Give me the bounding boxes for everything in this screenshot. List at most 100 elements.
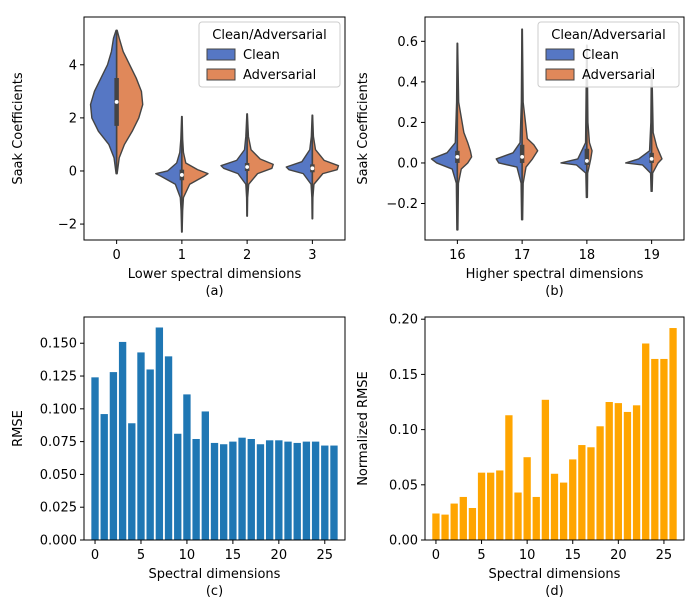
bar-13 bbox=[210, 442, 219, 540]
bar-5 bbox=[477, 472, 486, 540]
x-tick-label: 20 bbox=[610, 548, 627, 563]
legend-swatch-adversarial bbox=[545, 68, 575, 81]
bar-7 bbox=[496, 470, 504, 540]
violin-median bbox=[455, 154, 460, 159]
legend: Clean/Adversarial Clean Adversarial bbox=[537, 21, 680, 88]
bar-22 bbox=[632, 405, 641, 540]
bar-13 bbox=[550, 473, 559, 540]
x-tick-label: 10 bbox=[179, 548, 196, 563]
y-tick-label: −0.2 bbox=[386, 197, 418, 212]
legend-swatch-clean bbox=[545, 48, 575, 61]
violin-adversarial-0 bbox=[115, 29, 144, 175]
bar-4 bbox=[468, 507, 477, 540]
x-tick-label: 0 bbox=[432, 548, 440, 563]
bar-0 bbox=[91, 377, 99, 540]
bar-16 bbox=[238, 437, 246, 540]
x-tick-label: 15 bbox=[564, 548, 581, 563]
legend-swatch-adversarial bbox=[206, 68, 236, 81]
y-tick-label: 0.150 bbox=[40, 337, 77, 352]
y-tick-label: 2 bbox=[69, 111, 77, 126]
bar-24 bbox=[651, 358, 659, 540]
violin-median bbox=[245, 165, 250, 169]
bar-3 bbox=[459, 496, 467, 540]
bar-0 bbox=[432, 513, 440, 540]
bar-18 bbox=[596, 426, 604, 540]
bar-3 bbox=[118, 341, 127, 540]
x-axis-label: Spectral dimensions bbox=[489, 567, 621, 582]
y-tick-label: 0.2 bbox=[397, 116, 418, 131]
bar-8 bbox=[164, 356, 173, 540]
violin-adversarial-16 bbox=[456, 42, 473, 231]
y-tick-label: 4 bbox=[69, 58, 77, 73]
bar-14 bbox=[559, 482, 568, 540]
y-tick-label: 0.000 bbox=[40, 534, 77, 549]
y-tick-label: 0.10 bbox=[389, 423, 418, 438]
violin-adversarial-17 bbox=[521, 28, 539, 221]
legend-label: Clean bbox=[582, 48, 619, 63]
bar-6 bbox=[487, 472, 495, 540]
y-tick-label: 0.075 bbox=[40, 435, 77, 450]
x-tick-label: 25 bbox=[656, 548, 673, 563]
bar-22 bbox=[293, 442, 301, 540]
bar-21 bbox=[284, 441, 292, 540]
violin-median bbox=[114, 100, 119, 104]
bar-23 bbox=[642, 343, 650, 540]
violin-panel-lower: 0 1 2 3 −2 0 2 4 Lower spectral dimensions (a) Saa… bbox=[11, 16, 346, 299]
y-tick-label: −2 bbox=[58, 218, 77, 233]
violin-median bbox=[649, 157, 654, 161]
x-tick-label: 18 bbox=[579, 248, 596, 263]
bar-19 bbox=[265, 440, 274, 540]
bar-2 bbox=[450, 503, 458, 540]
y-tick-label: 0 bbox=[69, 164, 77, 179]
y-tick-label: 0.125 bbox=[40, 370, 77, 385]
bar-16 bbox=[578, 445, 586, 540]
bar-17 bbox=[587, 447, 595, 540]
y-tick-label: 0.05 bbox=[389, 478, 418, 493]
violin-median bbox=[520, 154, 525, 159]
axes-frame bbox=[83, 316, 346, 541]
y-tick-label: 0.00 bbox=[389, 534, 418, 549]
legend-label: Clean bbox=[243, 48, 280, 63]
bar-2 bbox=[109, 372, 118, 540]
bar-26 bbox=[330, 445, 338, 540]
x-tick-label: 20 bbox=[271, 548, 288, 563]
violin-median bbox=[584, 159, 589, 163]
y-tick-label: 0.6 bbox=[397, 35, 418, 50]
bar-17 bbox=[247, 438, 255, 540]
axes-frame bbox=[424, 316, 685, 541]
bar-11 bbox=[192, 438, 200, 540]
x-tick-label: 15 bbox=[225, 548, 242, 563]
bar-1 bbox=[441, 514, 449, 540]
legend-swatch-clean bbox=[206, 48, 236, 61]
bar-12 bbox=[201, 411, 209, 540]
x-axis-label: Lower spectral dimensions bbox=[128, 267, 302, 282]
x-tick-label: 16 bbox=[449, 248, 466, 263]
x-tick-label: 0 bbox=[91, 548, 99, 563]
x-axis-label: Higher spectral dimensions bbox=[466, 267, 644, 282]
x-tick-label: 0 bbox=[112, 248, 120, 263]
y-tick-label: 0.025 bbox=[40, 501, 77, 516]
x-tick-label: 10 bbox=[519, 548, 536, 563]
bar-21 bbox=[623, 411, 632, 540]
y-tick-label: 0.20 bbox=[389, 313, 418, 328]
bar-18 bbox=[256, 444, 265, 540]
legend: Clean/Adversarial Clean Adversarial bbox=[198, 21, 341, 88]
violin-panel-higher: 16 17 18 19 −0.2 0.0 0.2 0.4 0.6 Higher spectral … bbox=[356, 16, 685, 299]
violin-clean-0 bbox=[89, 29, 118, 175]
violin-median bbox=[179, 173, 184, 177]
bar-20 bbox=[614, 403, 622, 540]
bar-9 bbox=[514, 492, 522, 540]
bar-6 bbox=[146, 369, 154, 540]
bar-15 bbox=[569, 459, 577, 540]
x-tick-label: 25 bbox=[317, 548, 334, 563]
bar-19 bbox=[605, 402, 613, 540]
x-tick-label: 19 bbox=[643, 248, 660, 263]
bar-11 bbox=[532, 496, 540, 540]
x-tick-label: 5 bbox=[477, 548, 485, 563]
bar-14 bbox=[220, 444, 228, 540]
bar-15 bbox=[229, 441, 237, 540]
bar-25 bbox=[321, 445, 329, 540]
bar-10 bbox=[183, 394, 191, 540]
panel-label: (a) bbox=[205, 284, 223, 299]
bar-10 bbox=[523, 457, 531, 540]
